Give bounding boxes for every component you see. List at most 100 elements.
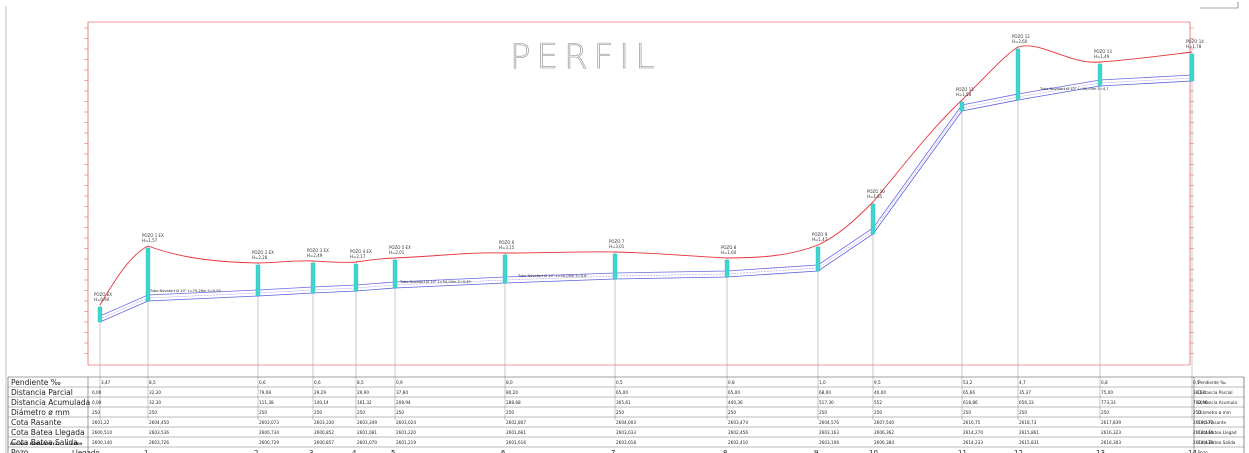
well-marker [815,246,821,272]
well-name: POZO 2 EX [252,250,274,255]
pipe-crown-line [99,74,1193,317]
table-cell: 2604,576 [819,420,839,425]
well-depth: H=2,60 [1012,39,1028,44]
table-cell: 2600,140 [92,440,112,445]
table-cell: 2616,303 [1101,440,1121,445]
well-number: 14 [1188,449,1197,453]
well-depth: H=1,58 [956,92,972,97]
table-cell: 2603,349 [357,420,377,425]
terrain-line [99,45,1193,306]
well-number: 4 [352,449,357,453]
table-cell: 2615,861 [1019,430,1039,435]
table-row-label: Distancia Acumulada [11,398,90,407]
table-cell: 2601,081 [357,430,377,435]
pipe-axis-line [99,77,1193,320]
well-number: 1 [144,449,148,453]
table-cell: 250 [1193,410,1201,415]
table-row-label: Pozo [11,448,29,453]
well-depth: H=1,49 [1094,54,1110,59]
well-number: 8 [723,449,727,453]
table-cell: 440,36 [728,400,743,405]
table-cell: 2602,807 [506,420,526,425]
table-cell: 37,84 [396,390,408,395]
well-depth: H=1,60 [721,250,737,255]
table-cell: 0,6 [314,380,321,385]
table-row-label-right: Diámetro ø mm [1198,410,1231,415]
well-number: 5 [391,449,395,453]
well-number: 13 [1096,449,1105,453]
table-cell: 80,20 [506,390,518,395]
table-cell: 2603,726 [149,440,169,445]
table-cell: 250 [149,410,157,415]
well-marker [255,264,261,297]
well-depth: H=1,78 [1186,44,1202,49]
well-marker [392,259,398,289]
table-cell: 4,7 [1019,380,1026,385]
table-cell: 618,86 [963,400,978,405]
pipe-invert-line [99,80,1193,323]
table-cell: 65,66 [963,390,975,395]
well-marker [145,247,151,302]
table-cell: 68,00 [819,390,831,395]
table-cell: 2603,536 [149,430,169,435]
well-depth: H=3,01 [609,244,625,249]
table-cell: 2603,033 [616,430,636,435]
table-cell: 2603,106 [819,440,839,445]
well-name: POZO 12 [1012,34,1030,39]
table-cell: 2600,857 [314,440,334,445]
well-depth: H=1,57 [142,238,158,243]
table-cell: 288,68 [506,400,521,405]
well-marker [870,203,876,235]
table-cell: 161,32 [357,400,372,405]
pipe-label-2: Tubo Novafort Ø 10" L=50,00m S=0,45 [399,279,471,284]
table-cell: 2603,073 [259,420,279,425]
well-marker [310,262,316,294]
table-cell: 140,14 [314,400,329,405]
well-name: POZO 6 [499,240,515,245]
well-depth: H=3,15 [499,245,515,250]
table-row-label-right: Distancia Parcial [1198,390,1233,395]
table-cell: 2603,474 [728,420,748,425]
well-name: POZO 11 [956,87,974,92]
table-cell: 2601,219 [396,440,416,445]
well-name: POZO 7 [609,239,625,244]
table-cell: 2600,734 [259,430,279,435]
well-depth: H=2,49 [307,253,323,258]
table-row-label: Pendiente ‰ [11,378,61,387]
table-cell: 2600,852 [314,430,334,435]
table-cell: 2601,220 [396,430,416,435]
table-cell: 0,00 [92,390,102,395]
table-cell: 2618,73 [1019,420,1037,425]
table-cell: 3,47 [101,380,111,385]
table-cell: 250 [396,410,404,415]
table-cell: 40,00 [874,390,886,395]
table-cell: 2616,75 [963,420,981,425]
well-marker [97,306,103,323]
table-cell: 2614,270 [963,430,983,435]
well-marker [612,253,618,280]
well-depth: H=1,85 [867,194,883,199]
table-cell: 29,90 [357,390,369,395]
table-cell: 250 [506,410,514,415]
profile-title: PERFIL [510,37,660,77]
frame-mark [1200,2,1239,9]
pipe-label-3: Tubo Novafort Ø 10" L=50,00m S=4,7 [1039,86,1109,91]
table-cell: 2603,163 [819,430,839,435]
well-marker [959,101,965,112]
table-cell: 2606,362 [874,430,894,435]
well-name: POZO 3 EX [307,248,329,253]
station-lines [99,47,1193,420]
well-marker [724,259,730,278]
table-cell: 250 [1101,410,1109,415]
well-number: 2 [254,449,258,453]
well-marker [502,254,508,284]
table-cell: 2615,831 [1019,440,1039,445]
well-depth: H=2,28 [252,255,268,260]
table-cell: 2618,439 [1193,440,1213,445]
table-cell: 8,5 [149,380,156,385]
table-cell: 2601,661 [506,430,526,435]
well-name: POZO EX [94,292,112,297]
table-row-label-right: Distancia Acumula [1198,400,1237,405]
